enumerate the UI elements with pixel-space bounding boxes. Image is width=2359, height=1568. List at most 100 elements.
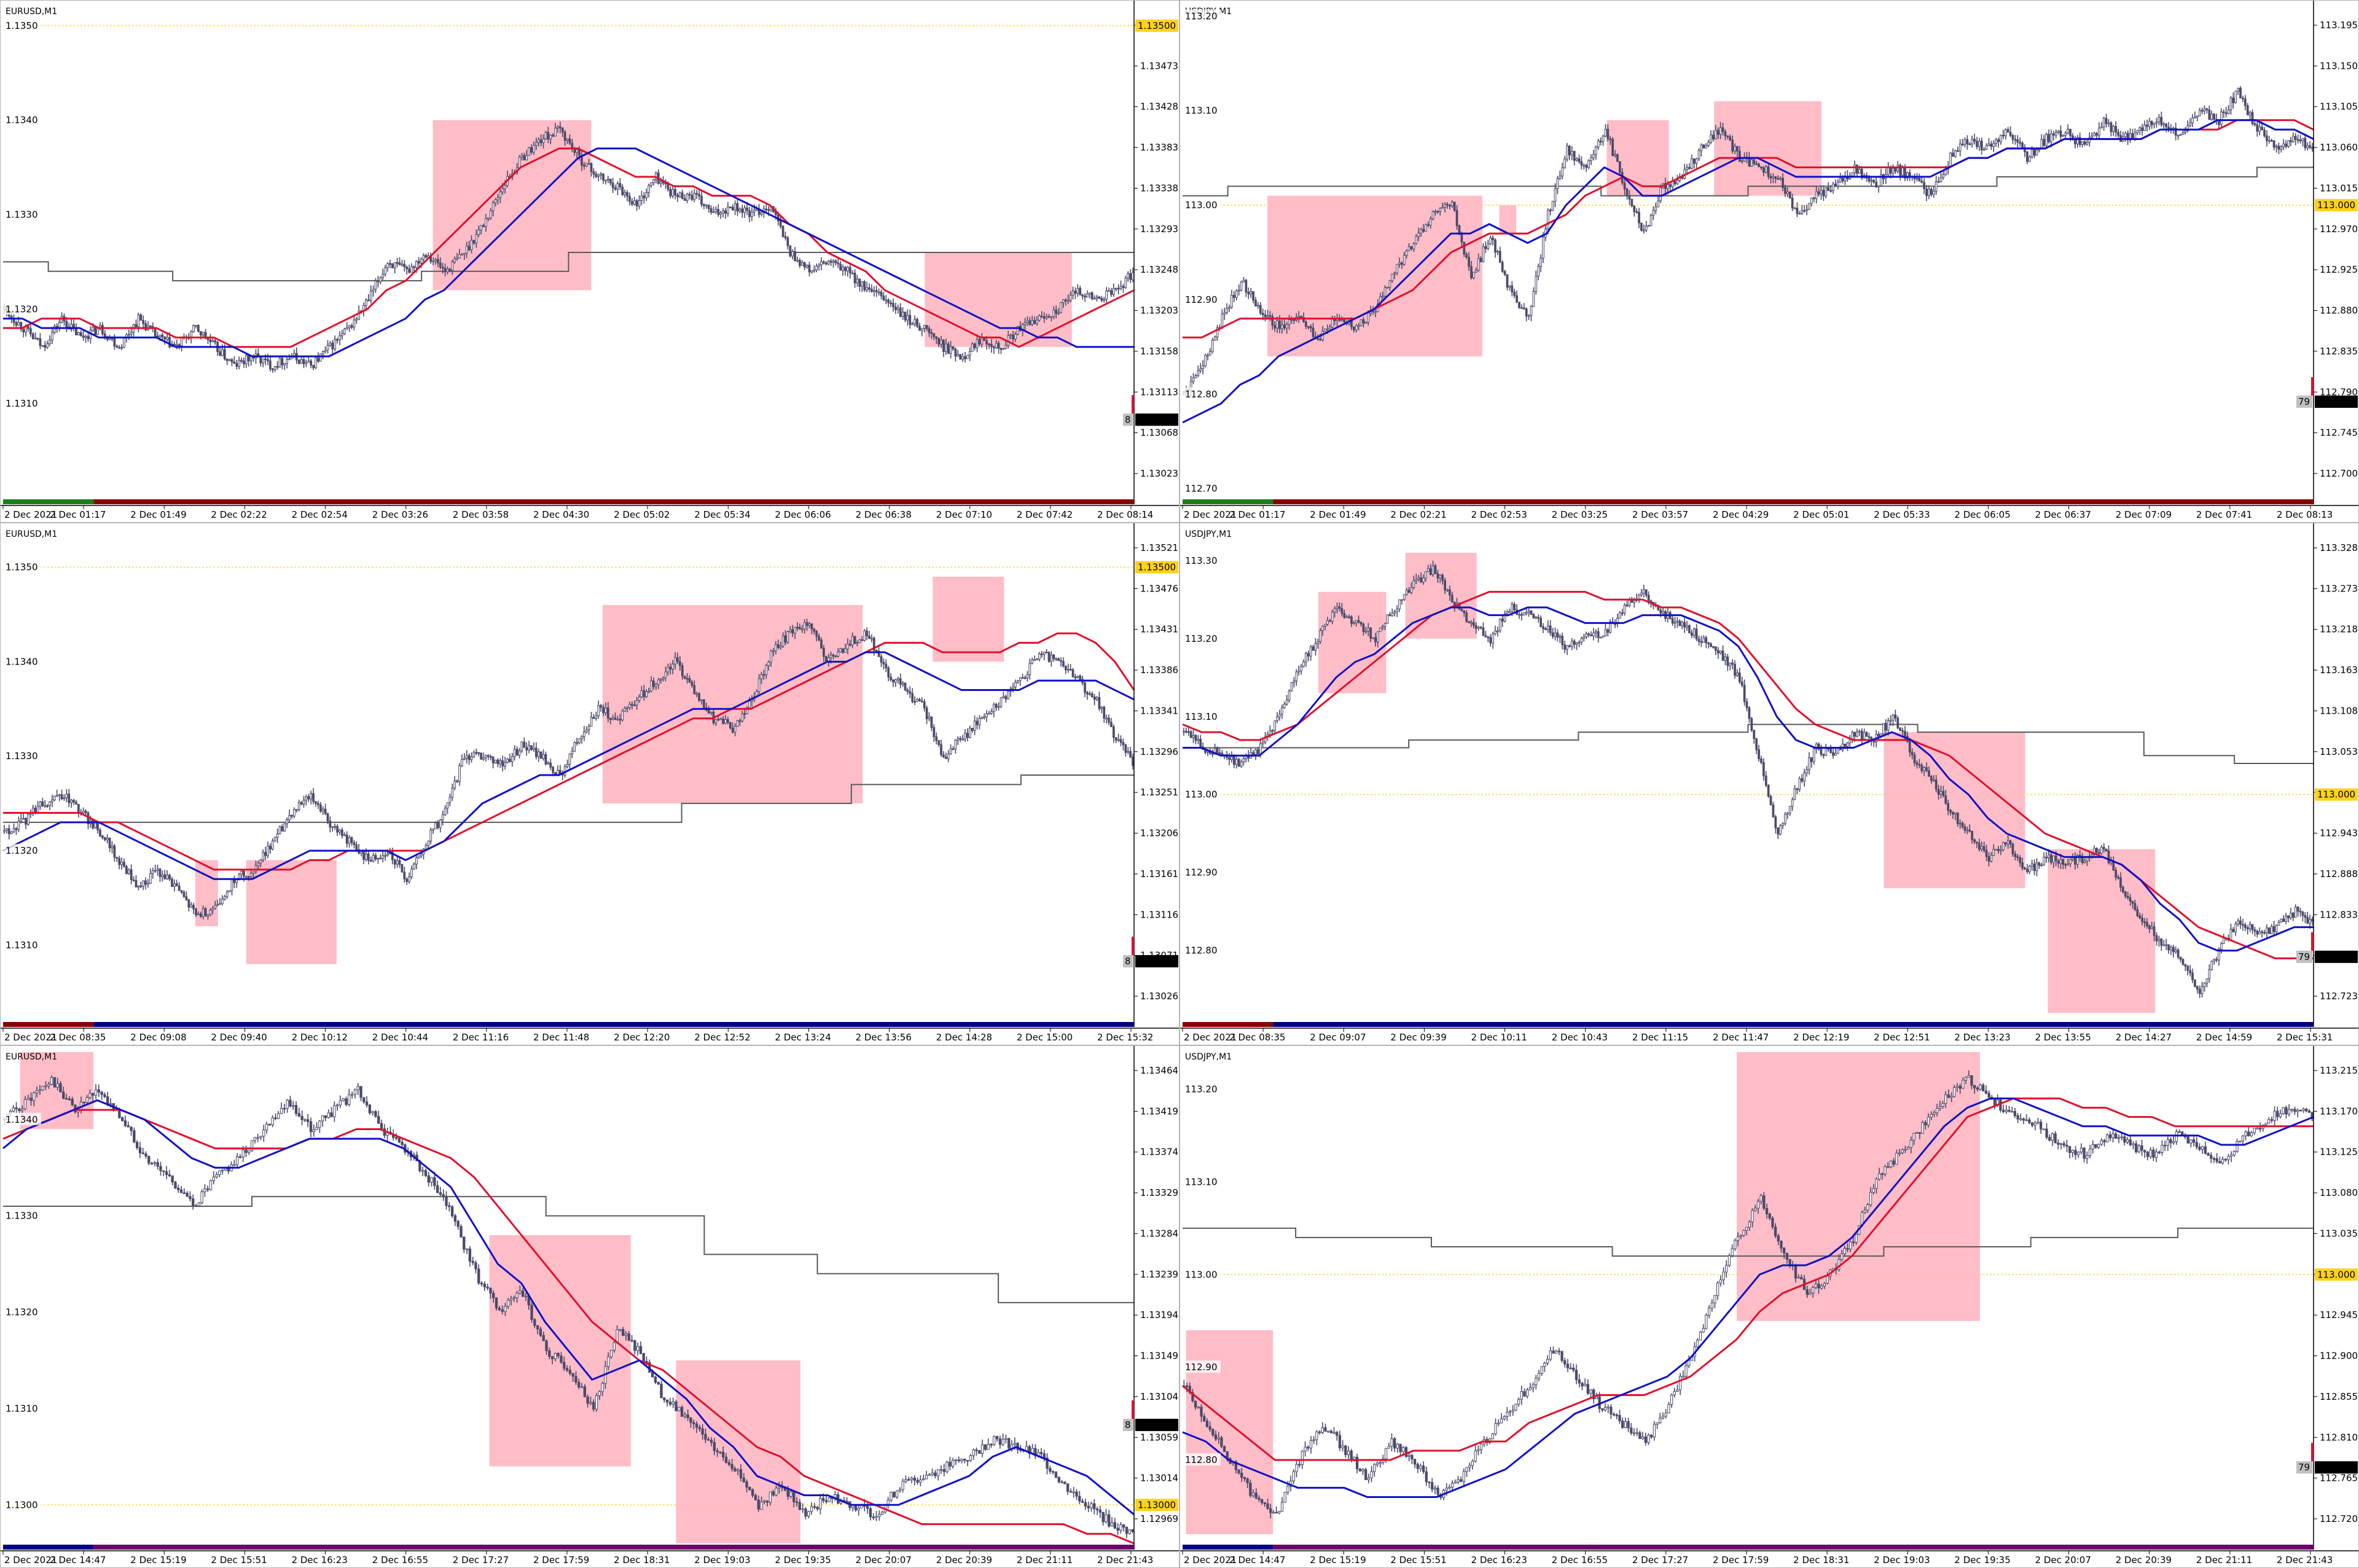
- candle-body: [291, 815, 293, 817]
- candle-body: [2033, 864, 2036, 872]
- candle-body: [377, 857, 380, 860]
- candle-body: [1256, 305, 1259, 307]
- candle-body: [1199, 739, 1202, 747]
- price-tick-label: 1.13476: [1140, 583, 1178, 594]
- time-tick-label: 2 Dec 12:52: [694, 1032, 750, 1043]
- chart-panel-eurusd-2[interactable]: EURUSD,M1 1.1350 1.1340 1.1330 1.1320 1.1310 1…: [0, 523, 1180, 1045]
- chart-svg[interactable]: EURUSD,M11.13401.13301.13201.13101.13001…: [1, 1046, 1180, 1568]
- candle-body: [137, 885, 140, 887]
- candle-body: [1036, 658, 1038, 661]
- candle-body: [674, 657, 676, 665]
- candle-body: [1851, 172, 1854, 176]
- candle-body: [1695, 158, 1698, 164]
- candle-body: [1383, 623, 1387, 627]
- chart-svg[interactable]: USDJPY,M1113.20113.10113.00112.90112.801…: [1180, 1046, 2359, 1568]
- candle-body: [1710, 643, 1712, 647]
- candle-body: [1386, 287, 1389, 289]
- chart-svg[interactable]: EURUSD,M11.13501.13401.13301.13201.13101…: [1, 1, 1180, 523]
- candle-body: [1331, 612, 1334, 622]
- candle-body: [2107, 122, 2110, 125]
- candle-body: [1554, 188, 1557, 202]
- candle-body: [495, 1297, 498, 1309]
- candle-body: [310, 361, 313, 366]
- candle-body: [731, 727, 734, 733]
- candle-body: [980, 338, 984, 345]
- candle-body: [1772, 176, 1775, 179]
- candle-body: [1844, 743, 1847, 747]
- candle-body: [17, 821, 20, 830]
- candle-body: [1252, 291, 1254, 301]
- chart-svg[interactable]: USDJPY,M1113.20113.10113.00112.90112.801…: [1180, 1, 2359, 523]
- candle-body: [397, 1137, 401, 1142]
- candle-body: [2124, 133, 2127, 138]
- candle-body: [1078, 1496, 1081, 1502]
- candle-body: [468, 1248, 472, 1262]
- candle-body: [2232, 97, 2235, 103]
- chart-panel-usdjpy-1[interactable]: USDJPY,M1113.20113.10113.00112.90112.801…: [1180, 0, 2359, 523]
- candle-body: [2194, 979, 2196, 987]
- price-tick-label: 113.273: [2320, 583, 2358, 594]
- time-tick-label: 2 Dec 04:29: [1713, 509, 1769, 520]
- candle-body: [12, 828, 15, 832]
- candle-body: [983, 716, 986, 719]
- chart-svg[interactable]: EURUSD,M11.13501.13401.13301.13201.13101…: [1, 523, 1180, 1045]
- candle-body: [528, 745, 531, 751]
- candle-body: [463, 758, 466, 760]
- candle-body: [1084, 295, 1086, 298]
- candle-body: [2301, 911, 2304, 916]
- candle-body: [804, 1508, 807, 1517]
- candle-body: [1019, 677, 1022, 681]
- candle-body: [1240, 762, 1243, 767]
- candle-body: [2239, 920, 2242, 925]
- candle-body: [127, 869, 130, 874]
- candle-body: [2033, 149, 2036, 156]
- candle-body: [1796, 788, 1799, 790]
- candle-body: [2095, 133, 2098, 136]
- chart-panel-usdjpy-3[interactable]: USDJPY,M1 113.20 113.10 113.00 112.90 112.80 1…: [1180, 1045, 2359, 1568]
- time-tick-label: 2 Dec 02:54: [292, 509, 348, 520]
- candle-body: [2167, 944, 2170, 951]
- candle-body: [1982, 846, 1985, 851]
- candle-body: [445, 1196, 448, 1206]
- candle-body: [1784, 814, 1786, 824]
- candle-body: [746, 707, 748, 714]
- candle-body: [353, 319, 356, 328]
- candle-body: [1090, 292, 1093, 299]
- candle-body: [853, 273, 856, 284]
- candle-body: [954, 1459, 958, 1461]
- candle-body: [622, 1329, 625, 1336]
- candle-body: [156, 1162, 159, 1167]
- candle-body: [2071, 857, 2074, 860]
- candle-body: [310, 793, 313, 800]
- candle-body: [1551, 632, 1554, 637]
- candle-body: [1326, 620, 1329, 625]
- round-price-badge-label: 113.000: [2317, 200, 2355, 211]
- candle-body: [2242, 98, 2244, 99]
- candle-body: [976, 720, 979, 725]
- candle-body: [326, 813, 329, 822]
- candle-body: [1117, 287, 1120, 290]
- candle-body: [1592, 154, 1595, 158]
- candle-body: [2004, 129, 2007, 136]
- candle-body: [51, 332, 53, 341]
- candle-body: [228, 890, 231, 892]
- candle-body: [1958, 143, 1962, 152]
- candle-body: [1805, 769, 1808, 774]
- chart-svg[interactable]: USDJPY,M1113.30113.20113.10113.00112.901…: [1180, 523, 2359, 1045]
- candle-body: [353, 842, 356, 845]
- chart-panel-usdjpy-2[interactable]: USDJPY,M1 113.30 113.20 113.10 113.00 112.90 1…: [1180, 523, 2359, 1045]
- round-price-badge-label: 1.13500: [1138, 20, 1176, 31]
- candle-body: [1803, 773, 1806, 782]
- candle-body: [133, 1130, 136, 1143]
- price-level-label: 112.90: [1185, 294, 1218, 305]
- candle-body: [1580, 161, 1583, 166]
- candle-body: [1877, 733, 1880, 736]
- candle-body: [544, 754, 547, 765]
- candle-body: [949, 346, 952, 354]
- chart-panel-eurusd-1[interactable]: EURUSD,M1 1.1350 1.1340 1.1330 1.1320 1.1310 1…: [0, 0, 1180, 523]
- candle-body: [800, 262, 804, 266]
- candle-body: [875, 650, 878, 652]
- candle-body: [1051, 1471, 1055, 1473]
- candle-body: [1359, 319, 1363, 326]
- chart-panel-eurusd-3[interactable]: EURUSD,M1 1.1340 1.1330 1.1320 1.1310 1.1300 1…: [0, 1045, 1180, 1568]
